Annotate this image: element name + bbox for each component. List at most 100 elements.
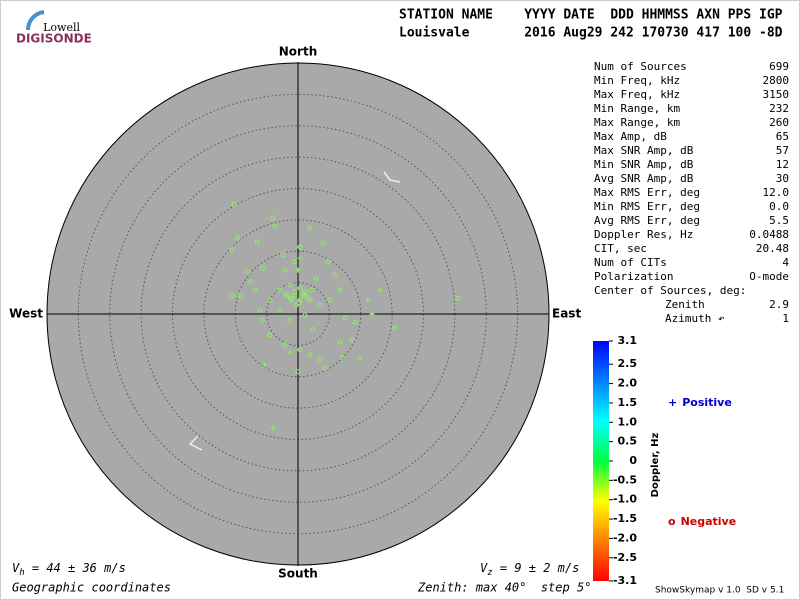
stat-label: Doppler Res, Hz [594, 228, 693, 241]
point [277, 287, 283, 293]
zenith-note: Zenith: max 40° step 5° [417, 581, 591, 595]
v-symbol: V [12, 561, 20, 575]
point [455, 295, 461, 301]
point [297, 297, 303, 303]
center-label: Zenith [665, 298, 705, 311]
point [297, 244, 303, 250]
point [297, 285, 303, 291]
stat-label: Num of Sources [594, 60, 687, 73]
point [293, 302, 299, 308]
version-note: ShowSkymap v 1.0 SD v 5.1 [655, 586, 784, 596]
point [307, 297, 313, 303]
point [342, 315, 348, 321]
stat-label: Num of CITs [594, 256, 667, 269]
stat-value: 5.5 [769, 214, 789, 227]
stat-value: 12 [776, 158, 789, 171]
velocity-z: Vz = 9 ± 2 m/s [480, 561, 579, 578]
point [282, 291, 288, 297]
legend-entry: + Positive [668, 396, 732, 409]
v-sub: z [487, 568, 492, 578]
center-label: Azimuth ↶ [665, 312, 725, 325]
point [377, 287, 383, 293]
stat-label: Min Range, km [594, 102, 680, 115]
point [267, 297, 273, 303]
stat-label: Max RMS Err, deg [594, 186, 700, 199]
point [365, 297, 371, 303]
point [325, 259, 331, 265]
stat-value: 260 [769, 116, 789, 129]
point [285, 292, 291, 298]
point [339, 354, 345, 360]
point [259, 265, 265, 271]
point [304, 295, 310, 301]
direction-label: South [278, 567, 318, 581]
colorbar-label: Doppler, Hz [650, 433, 661, 498]
stat-value: 3150 [763, 88, 790, 101]
point [237, 293, 243, 299]
point [307, 352, 313, 358]
stat-label: Avg SNR Amp, dB [594, 172, 694, 185]
point [352, 319, 358, 325]
header-line: Louisvale 2016 Aug29 242 170730 417 100 … [399, 26, 783, 41]
point [267, 332, 273, 338]
point [229, 293, 235, 299]
legend-marker: + [668, 396, 677, 409]
point [262, 362, 268, 368]
colorbar [593, 341, 609, 581]
point [302, 312, 308, 318]
logo-top: Lowell [43, 21, 80, 34]
point [257, 307, 263, 313]
stat-value: 232 [769, 102, 789, 115]
point [282, 267, 288, 273]
stat-value: 20.48 [756, 242, 789, 255]
point [357, 355, 363, 361]
legend-name: Positive [682, 396, 732, 409]
center-value: 1 [782, 312, 789, 325]
v-text: = 44 ± 36 m/s [25, 561, 126, 575]
point [229, 247, 235, 253]
v-text: = 9 ± 2 m/s [493, 561, 580, 575]
point [259, 317, 265, 323]
colorbar-tick-label: 1.0 [618, 415, 638, 428]
point [296, 300, 302, 306]
legend-marker: o [668, 515, 676, 528]
colorbar-tick-label: 1.5 [618, 396, 638, 409]
stat-value: 2800 [763, 74, 790, 87]
stat-label: Max Range, km [594, 116, 680, 129]
point [291, 259, 297, 265]
point [292, 289, 298, 295]
point [300, 291, 306, 297]
direction-label: East [552, 307, 581, 321]
point [337, 287, 343, 293]
stat-label: Max Freq, kHz [594, 88, 680, 101]
stat-label: Min Freq, kHz [594, 74, 680, 87]
point [247, 279, 253, 285]
point [313, 275, 319, 281]
point [269, 215, 275, 221]
logo-swoosh [25, 10, 45, 31]
arrow-marker [383, 171, 401, 183]
point [297, 255, 303, 261]
point [287, 317, 293, 323]
point [252, 287, 258, 293]
center-value: 2.9 [769, 298, 789, 311]
colorbar-tick-label: -1.0 [613, 493, 637, 506]
point [295, 369, 301, 375]
stat-label: Polarization [594, 270, 673, 283]
point [295, 267, 301, 273]
stat-value: 0.0 [769, 200, 789, 213]
colorbar-tick-label: 0.5 [618, 435, 638, 448]
colorbar-tick-label: -0.5 [613, 473, 637, 486]
point [327, 297, 333, 303]
header-line: STATION NAME YYYY DATE DDD HHMMSS AXN PP… [399, 8, 783, 23]
velocity-h: Vh = 44 ± 36 m/s [12, 561, 126, 578]
stat-value: 699 [769, 60, 789, 73]
stat-value: 30 [776, 172, 789, 185]
stat-value: 57 [776, 144, 789, 157]
point [287, 349, 293, 355]
point [231, 201, 237, 207]
point [287, 282, 293, 288]
stat-value: 65 [776, 130, 789, 143]
point [282, 342, 288, 348]
